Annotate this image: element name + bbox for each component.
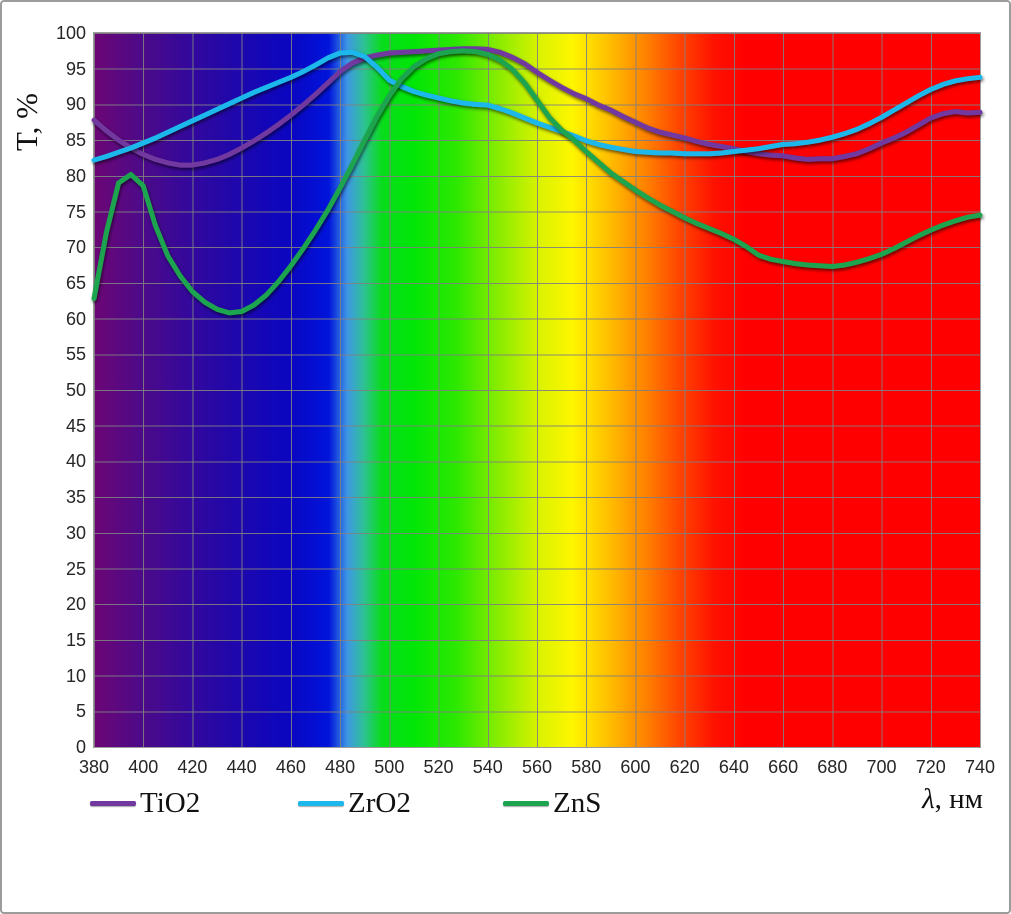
x-tick-label: 460 bbox=[275, 757, 306, 777]
y-tick-label: 65 bbox=[65, 272, 86, 293]
x-tick-label: 620 bbox=[669, 757, 700, 777]
y-tick-label: 35 bbox=[65, 487, 86, 508]
x-axis-title: λ, нм bbox=[922, 783, 983, 816]
y-tick-label: 40 bbox=[65, 451, 86, 472]
x-tick-label: 500 bbox=[374, 757, 405, 777]
x-tick-label: 680 bbox=[817, 757, 848, 777]
x-tick-label: 640 bbox=[718, 757, 749, 777]
y-tick-label: 10 bbox=[65, 665, 86, 686]
y-tick-label: 100 bbox=[55, 23, 86, 43]
y-tick-label: 85 bbox=[65, 130, 86, 151]
y-tick-label: 55 bbox=[65, 344, 86, 365]
y-tick-label: 5 bbox=[75, 701, 86, 722]
x-tick-label: 660 bbox=[768, 757, 799, 777]
legend-label-tio2: TiO2 bbox=[140, 787, 201, 819]
y-tick-label: 80 bbox=[65, 165, 86, 186]
y-tick-label: 70 bbox=[65, 237, 86, 258]
y-tick-label: 20 bbox=[65, 594, 86, 615]
legend-item-zns: ZnS bbox=[503, 786, 601, 820]
x-tick-label: 540 bbox=[472, 757, 503, 777]
x-tick-label: 480 bbox=[325, 757, 356, 777]
y-tick-label: 90 bbox=[65, 94, 86, 115]
x-tick-label: 420 bbox=[177, 757, 208, 777]
x-tick-label: 740 bbox=[964, 757, 996, 777]
x-tick-label: 520 bbox=[423, 757, 454, 777]
series-line-zro2 bbox=[91, 49, 983, 163]
y-tick-label: 95 bbox=[65, 58, 86, 79]
legend: TiO2 ZrO2 ZnS bbox=[2, 786, 1009, 820]
series-line-zns bbox=[91, 48, 983, 316]
series-lines bbox=[91, 46, 983, 316]
x-tick-label: 560 bbox=[521, 757, 553, 777]
y-tick-label: 30 bbox=[65, 522, 86, 543]
x-tick-label: 700 bbox=[866, 757, 897, 777]
y-tick-label: 60 bbox=[65, 308, 86, 329]
legend-swatch-zro2 bbox=[298, 800, 344, 806]
x-tick-label: 440 bbox=[226, 757, 257, 777]
plot-area bbox=[91, 32, 983, 748]
y-tick-label: 75 bbox=[65, 201, 86, 222]
y-tick-label: 25 bbox=[65, 558, 86, 579]
y-tick-label: 15 bbox=[65, 629, 86, 650]
legend-label-zro2: ZrO2 bbox=[348, 787, 411, 819]
x-tick-label: 580 bbox=[571, 757, 602, 777]
legend-item-tio2: TiO2 bbox=[90, 786, 200, 820]
series-line-tio2 bbox=[91, 46, 983, 168]
y-tick-label: 0 bbox=[75, 737, 86, 757]
y-tick-label: 45 bbox=[65, 415, 86, 436]
legend-swatch-tio2 bbox=[90, 800, 136, 806]
x-tick-label: 380 bbox=[78, 757, 110, 777]
x-tick-label: 600 bbox=[620, 757, 651, 777]
lambda-symbol: λ bbox=[922, 783, 935, 815]
y-tick-label: 50 bbox=[65, 380, 86, 400]
legend-label-zns: ZnS bbox=[553, 787, 602, 819]
x-tick-label: 720 bbox=[915, 757, 946, 777]
legend-swatch-zns bbox=[503, 800, 549, 806]
x-tick-label: 400 bbox=[128, 757, 159, 777]
x-axis-unit: , нм bbox=[934, 783, 983, 815]
legend-item-zro2: ZrO2 bbox=[298, 786, 411, 820]
